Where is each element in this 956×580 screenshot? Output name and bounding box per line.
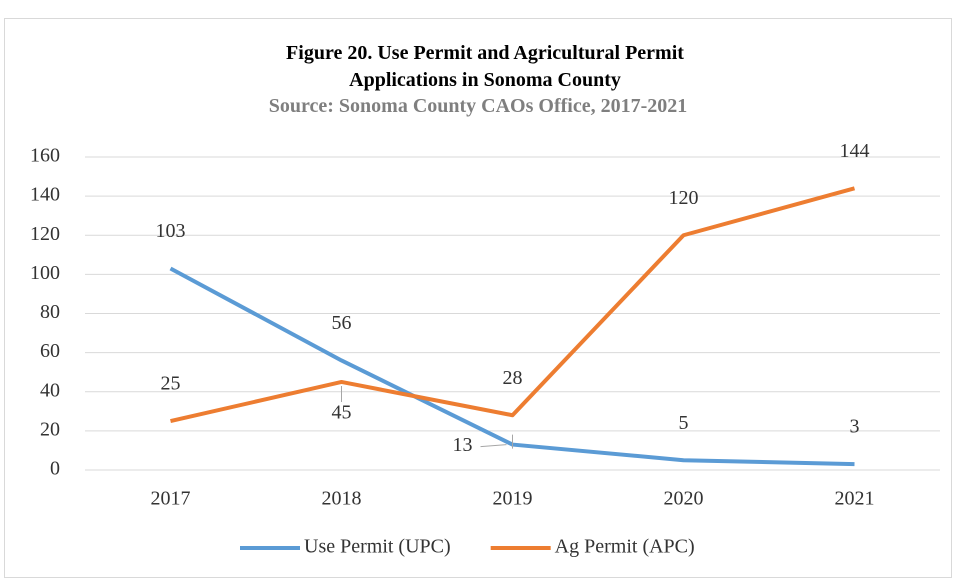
data-label: 56 xyxy=(332,312,352,334)
y-tick-label: 140 xyxy=(30,184,60,206)
data-label: 25 xyxy=(161,373,181,395)
data-label: 103 xyxy=(156,220,186,242)
data-label: 45 xyxy=(332,402,352,424)
data-label: 28 xyxy=(503,367,523,389)
data-label: 144 xyxy=(840,140,870,162)
x-tick-label: 2021 xyxy=(835,488,875,510)
chart-subtitle: Source: Sonoma County CAOs Office, 2017-… xyxy=(268,95,688,117)
legend-label: Ag Permit (APC) xyxy=(555,536,695,558)
y-tick-label: 100 xyxy=(30,262,60,284)
legend-label: Use Permit (UPC) xyxy=(304,536,451,558)
data-label: 120 xyxy=(669,187,699,209)
y-tick-label: 0 xyxy=(50,458,60,480)
y-tick-label: 160 xyxy=(30,145,60,167)
chart-title: Figure 20. Use Permit and Agricultural P… xyxy=(286,42,684,91)
data-label: 3 xyxy=(850,416,860,438)
x-tick-label: 2017 xyxy=(151,488,191,510)
data-label: 5 xyxy=(679,412,689,434)
leader-line xyxy=(480,444,507,448)
series-line xyxy=(170,186,856,424)
chart-frame xyxy=(4,18,952,578)
y-tick-label: 120 xyxy=(30,223,60,245)
x-tick-label: 2020 xyxy=(664,488,704,510)
y-tick-label: 60 xyxy=(40,340,60,362)
y-tick-label: 20 xyxy=(40,418,60,440)
x-tick-label: 2019 xyxy=(493,488,533,510)
x-tick-label: 2018 xyxy=(322,488,362,510)
y-tick-label: 40 xyxy=(40,379,60,401)
y-tick-label: 80 xyxy=(40,301,60,323)
data-label: 13 xyxy=(453,434,473,456)
